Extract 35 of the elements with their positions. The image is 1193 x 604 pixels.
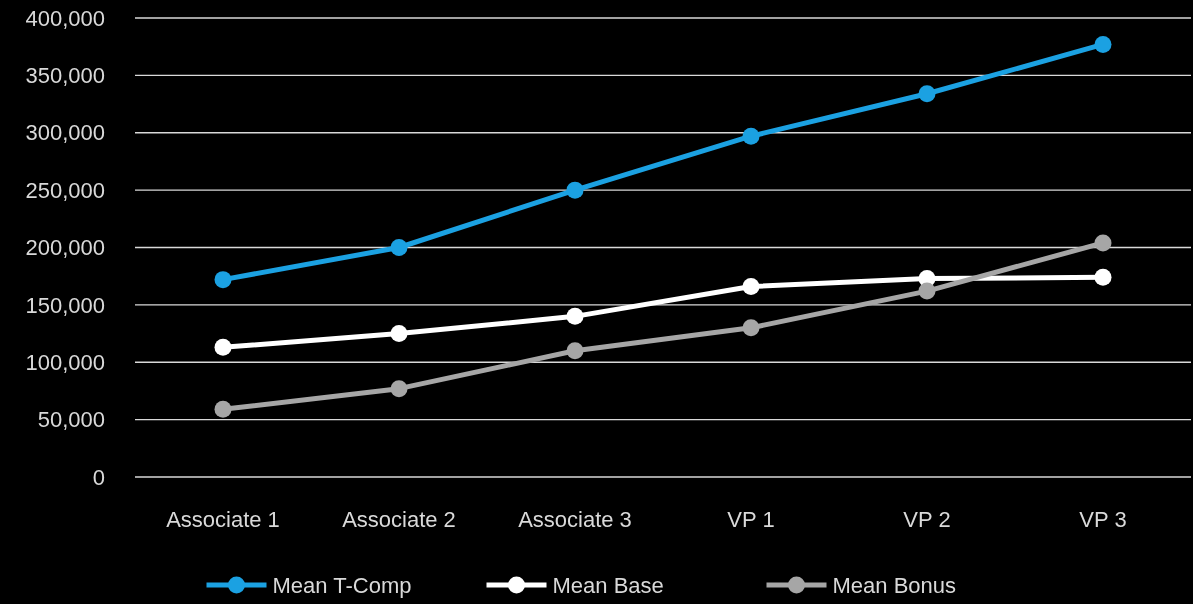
legend-label: Mean Bonus [832,572,957,598]
point [742,278,760,296]
y-tick-label: 100,000 [25,349,105,375]
point [918,85,936,103]
y-tick-label: 400,000 [25,5,105,31]
point [1094,234,1112,252]
y-tick-label: 200,000 [25,235,105,261]
point [1094,35,1112,53]
point [1094,268,1112,286]
y-tick-label: 150,000 [25,292,105,318]
y-tick-label: 350,000 [25,63,105,89]
x-tick-label: Associate 2 [342,507,456,532]
x-tick-label: Associate 1 [166,507,280,532]
point [214,271,232,289]
x-tick-label: VP 3 [1079,507,1127,532]
y-tick-label: 300,000 [25,120,105,146]
point [390,380,408,398]
y-tick-label: 50,000 [37,407,105,433]
point [214,338,232,356]
point [742,319,760,337]
x-tick-label: Associate 3 [518,507,632,532]
y-tick-label: 0 [92,464,105,490]
point [390,325,408,343]
x-tick-label: VP 2 [903,507,951,532]
x-tick-label: VP 1 [727,507,775,532]
point [566,307,584,325]
legend-label: Mean Base [552,572,664,598]
y-tick-label: 250,000 [25,177,105,203]
point [918,282,936,300]
point [566,342,584,360]
point [390,239,408,256]
legend-label: Mean T-Comp [272,572,412,598]
point [742,127,760,145]
point [566,181,584,199]
point [214,400,232,418]
